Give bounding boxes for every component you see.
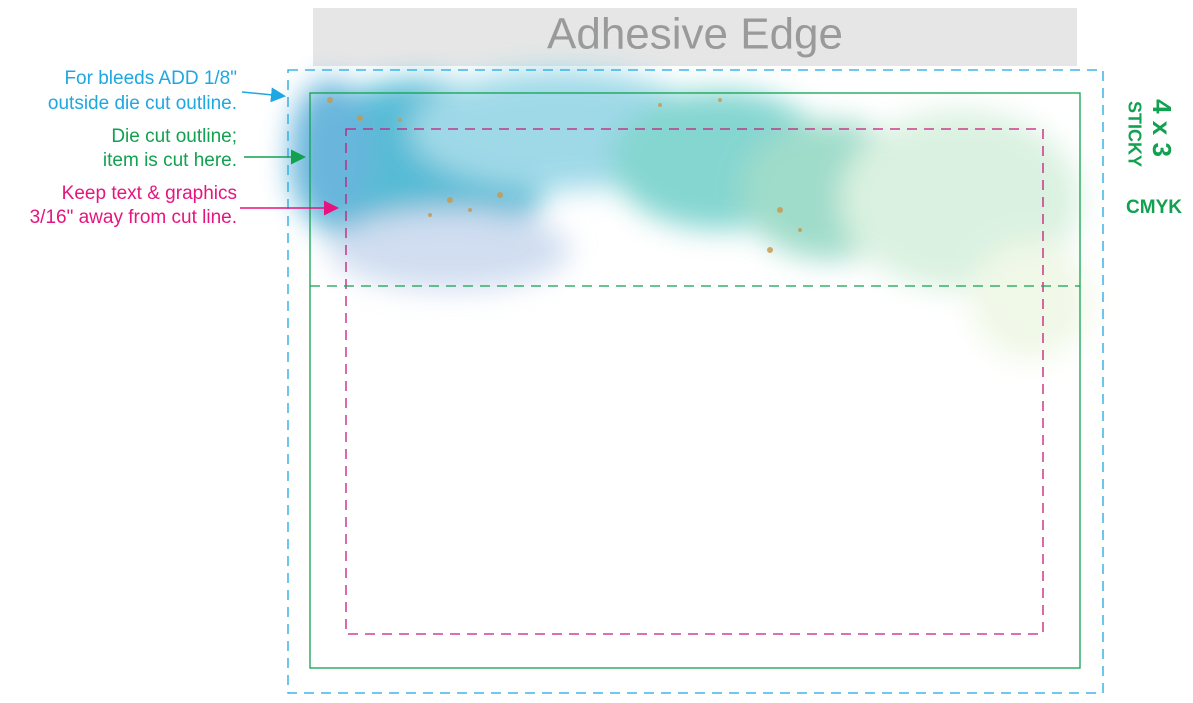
watercolor-art (290, 70, 1090, 360)
annotation-line: Keep text & graphics (62, 183, 237, 204)
color-mode-label: CMYK (1126, 197, 1182, 218)
bleed-outline (287, 69, 1104, 694)
gold-flecks (327, 97, 802, 253)
header-title: Adhesive Edge (547, 10, 843, 59)
safe-zone (345, 128, 1044, 635)
annotation-line: 3/16" away from cut line. (30, 207, 237, 228)
adhesive-band (313, 8, 1077, 66)
kind-label: STICKY (1124, 101, 1144, 167)
annotation-line: outside die cut outline. (48, 93, 237, 114)
annotation-line: item is cut here. (103, 150, 237, 171)
annotation-line: For bleeds ADD 1/8" (64, 68, 237, 89)
arrow (241, 87, 286, 103)
die-cut-outline (309, 92, 1081, 669)
annotations: For bleeds ADD 1/8" outside die cut outl… (30, 68, 237, 228)
size-label: 4 x 3 (1147, 99, 1177, 157)
annotation-line: Die cut outline; (111, 126, 237, 147)
